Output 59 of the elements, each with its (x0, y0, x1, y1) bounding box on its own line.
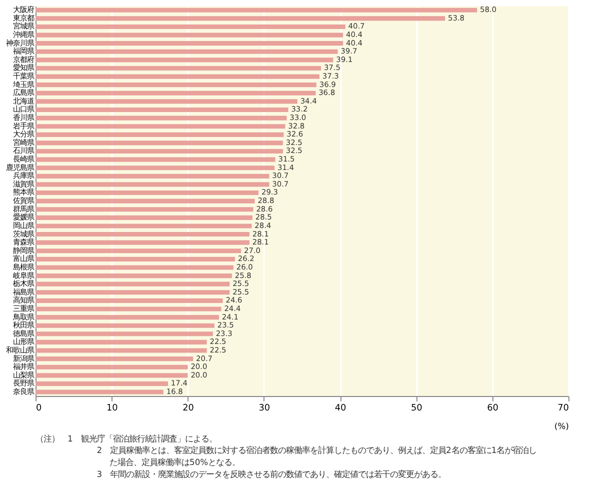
text: （注） 1 観光庁「宿泊旅行統計調査」による。 (36, 433, 217, 444)
bar (36, 348, 207, 353)
bar (36, 390, 164, 394)
x-axis-title: (%) (554, 421, 569, 432)
bar (36, 157, 276, 162)
bar (36, 224, 252, 228)
bar (36, 132, 284, 137)
text: 3 年間の新設・廃業施設のデータを反映させる前の数値であり、確定値では若干の変更がある。 (96, 468, 446, 479)
bar (36, 207, 254, 212)
bar (36, 107, 288, 112)
bar (36, 41, 344, 46)
bar (36, 290, 230, 295)
bar (36, 282, 230, 286)
bar (36, 256, 235, 262)
bar (36, 90, 316, 96)
bar (36, 240, 250, 245)
bar (36, 215, 252, 220)
bar (36, 140, 283, 146)
bar (36, 306, 222, 312)
bar (36, 58, 334, 62)
bar (36, 32, 344, 38)
bar (36, 315, 219, 320)
text: 2 定員稼働率とは、客室定員数に対する宿泊者数の稼働率を計算したものであり、例えば、定員2名の客室に1名が宿泊した場合、定員稼働率は50%となる。 (96, 445, 537, 468)
x-tick-label: 30 (258, 403, 270, 414)
bar (36, 364, 188, 370)
bar (36, 16, 446, 21)
bar (36, 74, 320, 79)
bar (36, 323, 214, 328)
bar (36, 356, 194, 362)
bar (36, 166, 275, 170)
bar (36, 332, 213, 336)
bar (36, 8, 478, 12)
bar (36, 49, 338, 54)
bar (36, 340, 207, 344)
bar (36, 124, 286, 129)
x-tick-label: 40 (334, 403, 346, 414)
bar (36, 116, 287, 120)
bar (36, 82, 316, 88)
bar (36, 66, 321, 71)
bar (36, 373, 188, 378)
bar (36, 198, 255, 204)
bar (36, 298, 223, 303)
x-tick-label: 50 (410, 403, 423, 414)
bar (36, 265, 234, 270)
bar (36, 24, 346, 30)
bar (36, 148, 283, 154)
bar (36, 99, 298, 104)
bar (36, 274, 232, 278)
x-tick-label: 70 (558, 403, 570, 414)
x-tick-label: 0 (36, 403, 42, 414)
bar (36, 174, 270, 178)
x-tick-label: 20 (182, 403, 194, 414)
bar (36, 182, 270, 187)
bar (36, 190, 259, 196)
bar (36, 232, 250, 237)
bar (36, 381, 168, 386)
bar (36, 248, 242, 254)
x-tick-label: 60 (487, 403, 499, 414)
x-tick-label: 10 (106, 403, 118, 414)
